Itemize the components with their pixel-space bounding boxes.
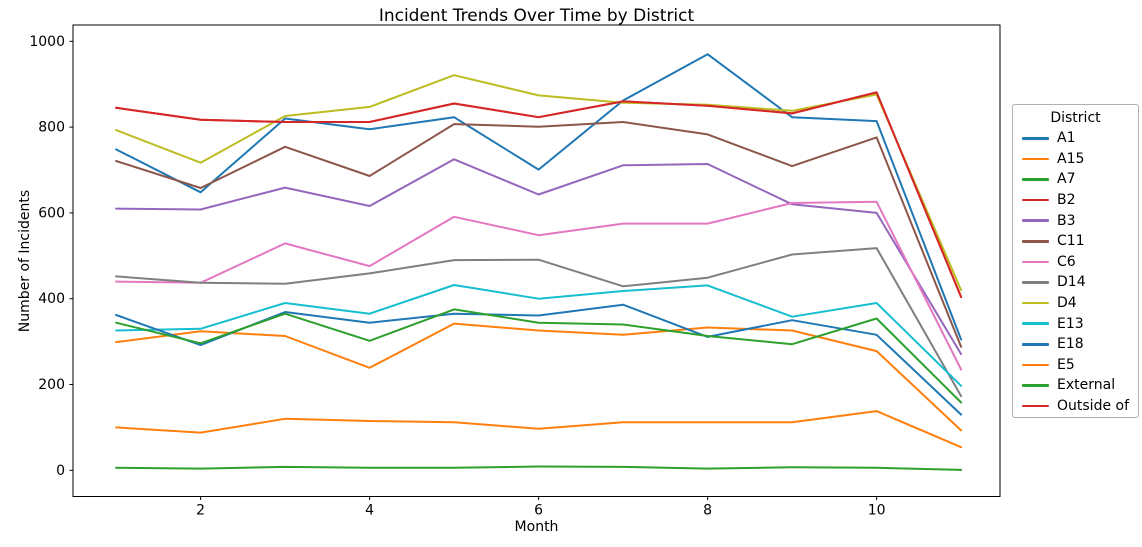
- y-axis-label: Number of Incidents: [17, 189, 33, 333]
- legend-label: B2: [1057, 192, 1076, 209]
- legend-line-swatch: [1022, 157, 1049, 161]
- legend-label: A15: [1057, 150, 1085, 167]
- legend-line-swatch: [1022, 342, 1049, 346]
- legend-label: E18: [1057, 336, 1084, 353]
- legend-item-C11: C11: [1013, 231, 1138, 252]
- legend-item-D14: D14: [1013, 272, 1138, 293]
- y-tick-label: 600: [38, 205, 65, 221]
- legend-item-B3: B3: [1013, 210, 1138, 231]
- x-axis-label: Month: [514, 519, 559, 535]
- chart-title: Incident Trends Over Time by District: [378, 6, 695, 26]
- legend-line-swatch: [1022, 239, 1049, 243]
- legend-item-External: External: [1013, 375, 1138, 396]
- x-tick-label: 10: [868, 503, 886, 519]
- legend-item-C6: C6: [1013, 252, 1138, 273]
- series-line-C11: [115, 121, 963, 348]
- series-line-E5: [115, 410, 963, 449]
- legend-items: A1 A15 A7 B2 B3 C11 C6 D14 D4 E13 E18 E5 External Out…: [1013, 128, 1138, 416]
- legend-item-D4: D4: [1013, 293, 1138, 314]
- series-line-D4: [115, 74, 963, 292]
- x-tick-label: 4: [365, 503, 374, 519]
- plot-area-border: [72, 24, 1001, 497]
- series-line-E13: [115, 284, 963, 387]
- legend-label: E5: [1057, 356, 1075, 373]
- series-line-A1: [115, 53, 963, 341]
- legend-item-E13: E13: [1013, 313, 1138, 334]
- legend-item-A15: A15: [1013, 149, 1138, 170]
- legend-line-swatch: [1022, 198, 1049, 202]
- legend-item-E5: E5: [1013, 355, 1138, 376]
- y-tick-label: 200: [38, 377, 65, 393]
- legend-line-swatch: [1022, 322, 1049, 325]
- legend-title: District: [1050, 110, 1101, 126]
- series-line-C6: [115, 200, 963, 371]
- legend: District A1 A15 A7 B2 B3 C11 C6 D14 D4 E13 E18 E5 Ex…: [1012, 104, 1139, 418]
- legend-label: External: [1057, 377, 1116, 394]
- series-line-Outside-of: [115, 91, 963, 298]
- legend-label: D4: [1057, 295, 1077, 312]
- series-line-E18: [115, 303, 963, 416]
- legend-line-swatch: [1022, 363, 1049, 367]
- legend-label: B3: [1057, 212, 1076, 229]
- series-line-A15: [115, 322, 963, 432]
- legend-label: Outside of: [1057, 398, 1130, 415]
- legend-label: C6: [1057, 253, 1076, 270]
- series-line-A7: [115, 465, 963, 471]
- legend-item-Outside-of: Outside of: [1013, 396, 1138, 417]
- legend-item-A1: A1: [1013, 128, 1138, 149]
- legend-line-swatch: [1022, 178, 1049, 181]
- legend-line-swatch: [1022, 301, 1049, 305]
- legend-line-swatch: [1022, 219, 1049, 222]
- legend-item-B2: B2: [1013, 190, 1138, 211]
- series-line-D14: [115, 247, 963, 398]
- legend-item-E18: E18: [1013, 334, 1138, 355]
- legend-label: D14: [1057, 274, 1086, 291]
- legend-label: C11: [1057, 233, 1085, 250]
- legend-label: A7: [1057, 171, 1076, 188]
- y-tick-label: 0: [56, 463, 65, 479]
- y-tick-label: 800: [38, 120, 65, 136]
- legend-item-A7: A7: [1013, 169, 1138, 190]
- y-tick-label: 1000: [29, 34, 65, 50]
- y-tick-label: 400: [38, 291, 65, 307]
- series-line-External: [115, 308, 963, 404]
- x-tick-label: 2: [196, 503, 205, 519]
- x-tick-label: 6: [534, 503, 543, 519]
- legend-line-swatch: [1022, 137, 1049, 140]
- legend-label: E13: [1057, 315, 1084, 332]
- legend-label: A1: [1057, 130, 1076, 147]
- legend-line-swatch: [1022, 281, 1049, 284]
- series-line-B3: [115, 158, 963, 356]
- x-tick-label: 8: [703, 503, 712, 519]
- legend-line-swatch: [1022, 260, 1049, 264]
- legend-line-swatch: [1022, 384, 1049, 387]
- legend-line-swatch: [1022, 404, 1049, 408]
